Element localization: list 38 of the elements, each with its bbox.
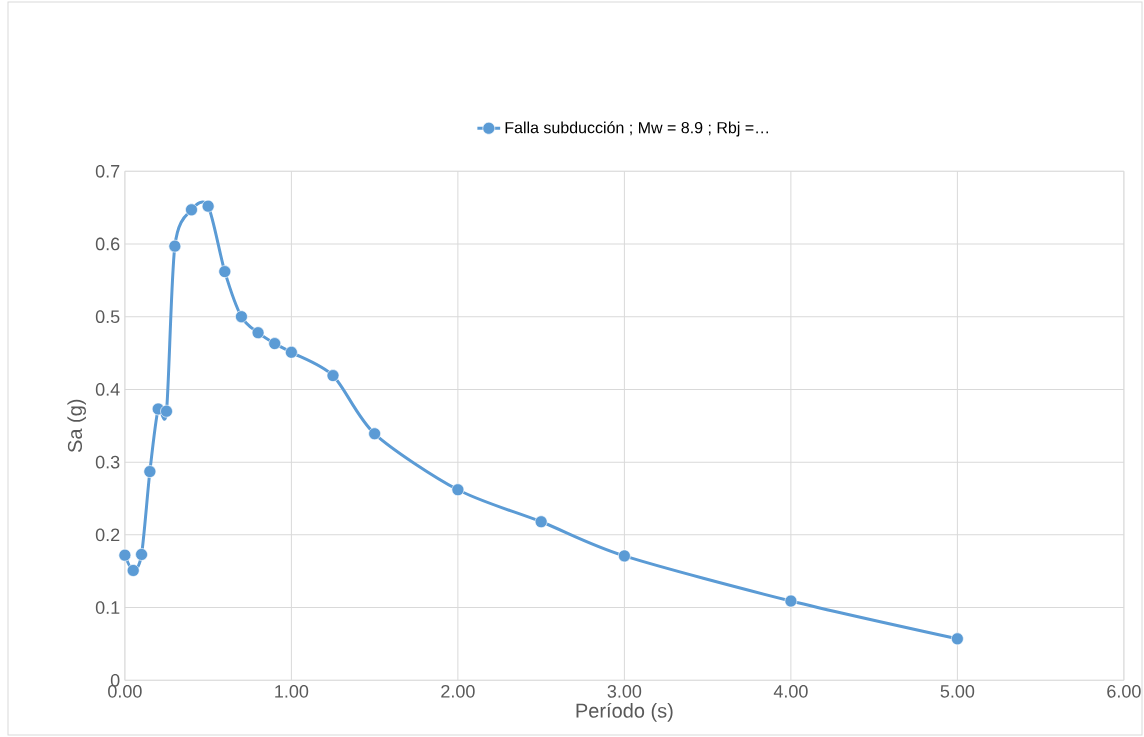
- x-tick-label: 6.00: [1107, 684, 1141, 698]
- point: [268, 337, 282, 350]
- point: [218, 265, 232, 278]
- x-tick-label: 4.00: [773, 684, 808, 698]
- point: [126, 564, 140, 577]
- x-axis-title: Período (s): [576, 702, 673, 722]
- point: [618, 549, 631, 563]
- point: [160, 404, 173, 418]
- legend-label: Falla subducción ; Mw = 8.9 ; Rbj =…: [505, 121, 768, 137]
- point: [534, 515, 548, 529]
- point: [185, 203, 198, 217]
- point: [326, 369, 340, 382]
- point: [168, 239, 182, 253]
- x-tick-label: 0.00: [108, 684, 142, 698]
- y-tick-label: 0.7: [95, 164, 120, 178]
- point: [135, 548, 148, 561]
- y-tick-label: 0.1: [95, 601, 120, 614]
- point: [118, 548, 132, 562]
- y-tick-label: 0.3: [95, 455, 120, 469]
- y-tick-label: 0.2: [95, 528, 120, 542]
- y-tick-label: 0.4: [95, 383, 120, 396]
- point: [201, 199, 215, 213]
- y-tick-label: 0: [110, 673, 120, 687]
- point: [285, 345, 298, 359]
- point: [368, 427, 381, 441]
- x-tick-label: 5.00: [940, 684, 975, 698]
- point: [235, 310, 248, 324]
- point: [251, 326, 265, 340]
- point: [451, 483, 465, 497]
- point: [143, 465, 157, 478]
- x-tick-label: 1.00: [275, 684, 309, 698]
- x-tick-label: 2.00: [441, 684, 475, 698]
- y-tick-label: 0.6: [95, 237, 120, 251]
- point: [951, 632, 964, 646]
- y-tick-label: 0.5: [95, 310, 120, 324]
- y-axis-title: Sa (g): [67, 399, 86, 453]
- x-tick-label: 3.00: [607, 684, 642, 698]
- point: [784, 594, 798, 608]
